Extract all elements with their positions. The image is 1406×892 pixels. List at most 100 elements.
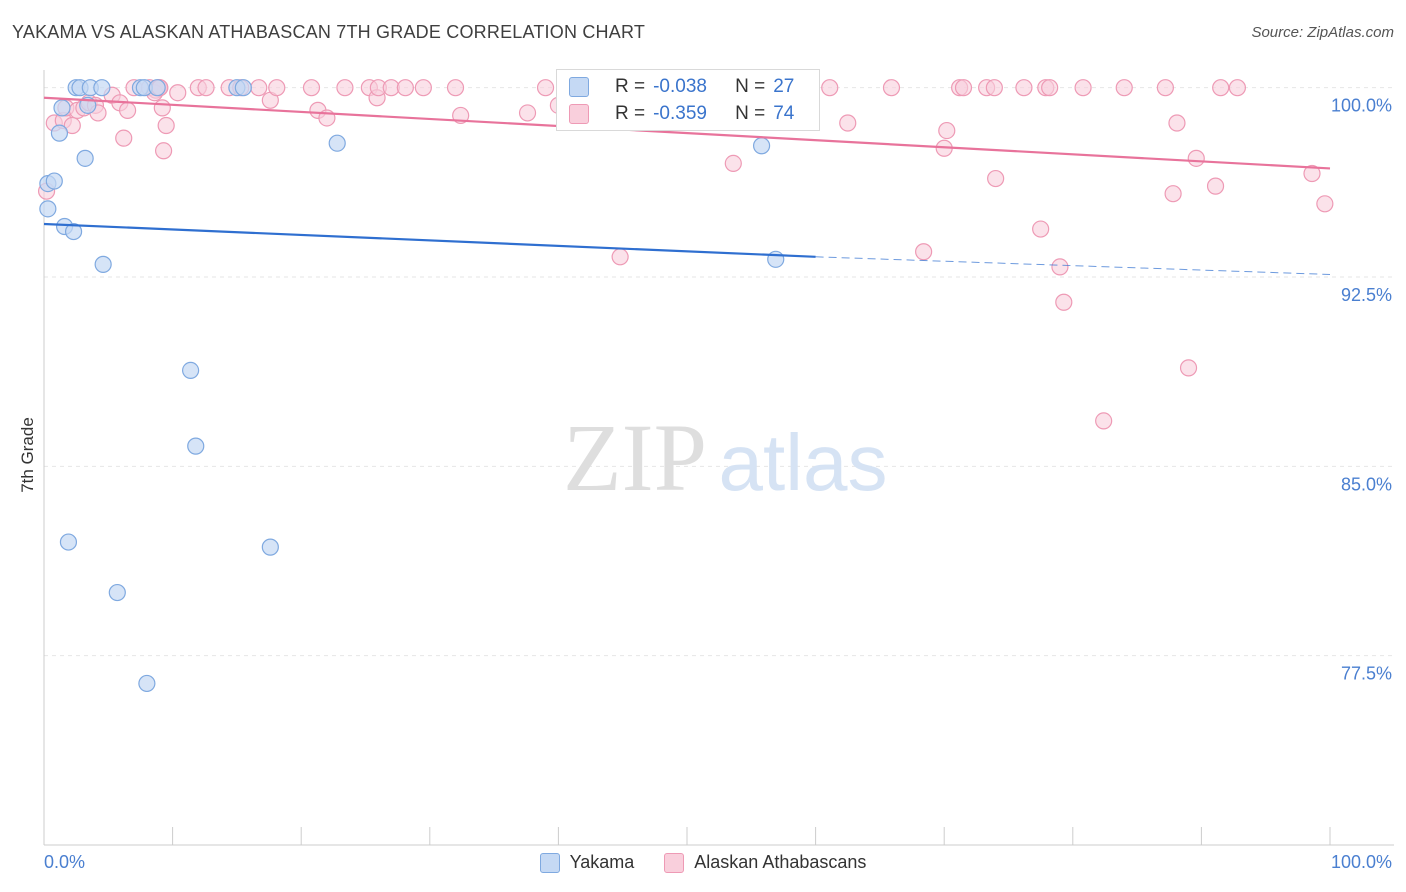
yakama-point	[752, 137, 771, 155]
alaskan-point	[518, 104, 537, 122]
y-tick-label: 100.0%	[1331, 96, 1392, 116]
alaskan-point	[1074, 79, 1092, 97]
n-value: 27	[773, 76, 795, 97]
yakama-point	[261, 538, 279, 556]
alaskan-point	[1015, 79, 1033, 97]
yakama-point	[108, 583, 126, 602]
r-label: R =	[615, 76, 646, 97]
yakama-point	[93, 79, 111, 97]
alaskan-point	[250, 79, 268, 97]
alaskan-point	[1156, 79, 1174, 97]
r-value: -0.038	[653, 76, 707, 97]
r-value: -0.359	[653, 103, 707, 124]
legend-item-yakama[interactable]: Yakama	[539, 852, 635, 873]
alaskan-trend-line	[43, 96, 1331, 170]
watermark-atlas: atlas	[719, 418, 888, 507]
alaskan-swatch	[569, 104, 589, 124]
alaskan-point	[1095, 412, 1113, 430]
alaskan-point	[1212, 79, 1230, 97]
alaskan-point	[414, 79, 432, 97]
yakama-point	[767, 250, 785, 268]
y-tick-label: 77.5%	[1341, 664, 1392, 684]
x-tick-label-max: 100.0%	[1330, 852, 1392, 872]
yakama-point	[187, 437, 205, 455]
legend-label-alaskan: Alaskan Athabascans	[694, 852, 867, 872]
alaskan-point	[1179, 359, 1198, 377]
alaskan-point	[268, 79, 286, 97]
alaskan-point	[954, 79, 973, 97]
alaskan-point	[115, 129, 133, 147]
alaskan-point	[1206, 177, 1225, 195]
stats-legend-box: R = -0.038 N = 27 R = -0.359 N = 74	[556, 69, 820, 131]
n-label: N =	[735, 103, 766, 124]
n-label: N =	[735, 76, 766, 97]
source-label: Source: ZipAtlas.com	[1251, 24, 1394, 41]
stats-row-alaskan: R = -0.359 N = 74	[569, 101, 795, 127]
alaskan-point	[1303, 164, 1321, 183]
y-tick-label: 92.5%	[1341, 285, 1392, 305]
alaskan-point	[987, 169, 1005, 188]
yakama-point	[182, 361, 200, 380]
y-axis-label: 7th Grade	[18, 417, 37, 493]
yakama-point	[94, 255, 112, 273]
alaskan-point	[154, 142, 173, 160]
yakama-point	[234, 79, 252, 97]
alaskan-point	[302, 79, 321, 97]
chart-legend: Yakama Alaskan Athabascans	[0, 852, 1406, 873]
yakama-point	[53, 99, 71, 117]
alaskan-legend-swatch	[664, 852, 685, 873]
alaskan-point	[611, 248, 629, 266]
x-tick-label-min: 0.0%	[44, 852, 86, 872]
alaskan-point	[1041, 79, 1059, 97]
stats-row-yakama: R = -0.038 N = 27	[569, 74, 795, 100]
alaskan-point	[157, 116, 175, 135]
alaskan-point	[882, 79, 901, 97]
yakama-point	[50, 124, 69, 142]
alaskan-point	[197, 79, 215, 97]
alaskan-point	[938, 121, 956, 140]
n-value: 74	[773, 103, 795, 124]
alaskan-point	[821, 79, 839, 97]
alaskan-point	[1316, 195, 1334, 213]
alaskan-point	[396, 79, 414, 97]
chart-title: YAKAMA VS ALASKAN ATHABASCAN 7TH GRADE C…	[12, 22, 646, 42]
alaskan-point	[1032, 220, 1050, 238]
y-tick-label: 85.0%	[1341, 474, 1392, 494]
alaskan-point	[536, 79, 555, 97]
alaskan-point	[169, 84, 187, 102]
alaskan-point	[724, 154, 742, 173]
watermark-zip: ZIP	[563, 404, 707, 511]
legend-item-alaskan[interactable]: Alaskan Athabascans	[664, 852, 866, 873]
alaskan-point	[915, 243, 933, 261]
alaskan-point	[1168, 114, 1186, 132]
alaskan-point	[63, 116, 81, 135]
yakama-point	[76, 149, 94, 167]
yakama-trend-extension	[815, 256, 1331, 275]
yakama-legend-swatch	[539, 852, 560, 873]
alaskan-point	[118, 101, 137, 119]
series-yakama-points	[39, 79, 785, 693]
yakama-point	[148, 79, 166, 97]
yakama-point	[64, 222, 83, 241]
alaskan-point	[1228, 79, 1247, 97]
legend-label-yakama: Yakama	[569, 852, 635, 872]
alaskan-point	[153, 99, 171, 117]
y-tick-labels: 100.0% 92.5% 85.0% 77.5%	[1331, 96, 1392, 684]
alaskan-point	[336, 79, 354, 97]
r-label: R =	[615, 103, 646, 124]
yakama-trend-line	[43, 222, 816, 258]
yakama-point	[39, 200, 57, 218]
yakama-point	[138, 674, 156, 693]
alaskan-point	[1187, 149, 1205, 167]
yakama-point	[59, 533, 78, 551]
yakama-swatch	[569, 77, 589, 97]
alaskan-point	[985, 79, 1003, 97]
alaskan-point	[839, 114, 857, 132]
yakama-point	[45, 172, 63, 190]
trend-lines	[43, 96, 1331, 275]
alaskan-point	[446, 79, 465, 97]
alaskan-point	[1164, 185, 1182, 203]
alaskan-point	[1051, 258, 1069, 276]
yakama-point	[328, 134, 346, 152]
